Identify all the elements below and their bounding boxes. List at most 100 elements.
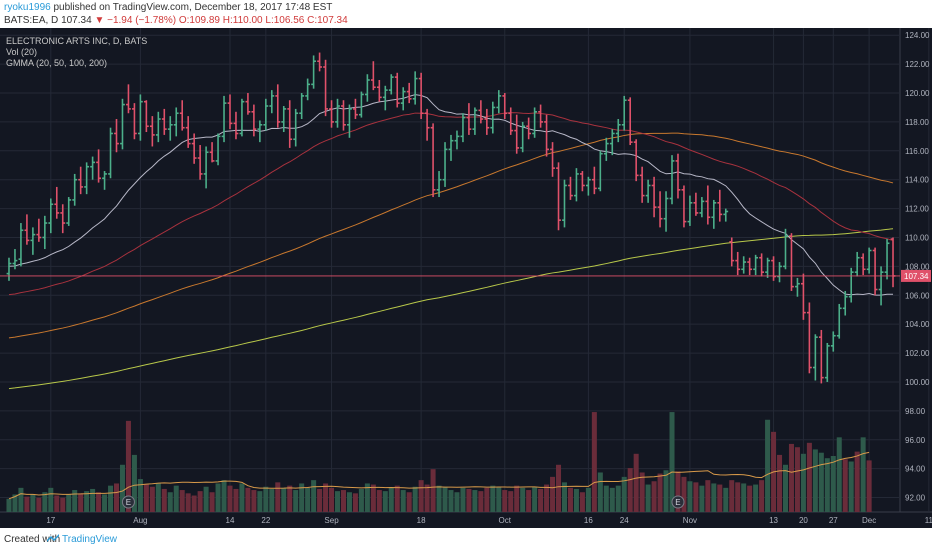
x-tick-label: 22 xyxy=(261,516,270,525)
ohlc-bar xyxy=(317,52,322,72)
price-change: ▼ −1.94 (−1.78%) xyxy=(94,15,177,26)
volume-bar xyxy=(687,481,693,512)
x-tick-label: Oct xyxy=(499,516,512,525)
ohlc-bar xyxy=(132,103,137,140)
volume-bar xyxy=(269,488,275,512)
volume-bar xyxy=(800,453,806,512)
x-tick-label: 16 xyxy=(584,516,593,525)
volume-bar xyxy=(454,492,460,512)
volume-bar xyxy=(346,492,352,512)
ohlc-bar xyxy=(179,100,185,131)
ohlc-bar xyxy=(335,98,340,128)
ohlc-bar xyxy=(741,256,747,274)
ohlc-bar xyxy=(699,197,705,218)
gmma-100-line xyxy=(8,132,894,339)
ohlc-bar xyxy=(621,95,627,131)
volume-bar xyxy=(412,486,418,512)
ohlc-bar xyxy=(388,74,394,95)
ohlc-bar xyxy=(848,267,854,303)
ohlc-bar xyxy=(347,104,352,138)
ohlc-bar xyxy=(687,195,693,226)
tradingview-brand-link[interactable]: TradingView xyxy=(62,534,118,545)
volume-bar xyxy=(299,483,305,512)
volume-bar xyxy=(753,484,759,512)
ohlc-bar xyxy=(430,123,436,198)
volume-bar xyxy=(818,452,824,512)
volume-bar xyxy=(149,486,155,512)
volume-bar xyxy=(579,492,585,512)
volume-bar xyxy=(741,483,747,512)
ohlc-bar xyxy=(771,256,776,281)
ohlc-bar xyxy=(675,153,681,199)
ohlc-bar xyxy=(830,331,836,352)
volume-bars xyxy=(6,412,872,512)
volume-bar xyxy=(352,493,358,512)
ohlc-bar xyxy=(783,228,788,270)
earnings-marker xyxy=(121,495,135,509)
ohlc-bar xyxy=(78,166,84,195)
x-tick-label: 14 xyxy=(226,516,235,525)
ohlc-bar xyxy=(442,142,448,187)
ohlc-bar xyxy=(323,59,328,117)
ohlc-bar xyxy=(173,107,179,137)
ohlc-bar xyxy=(299,93,305,120)
chart-legend: ELECTRONIC ARTS INC, D, BATS Vol (20) GM… xyxy=(6,36,147,69)
x-tick-label: Sep xyxy=(324,516,339,525)
ohlc-bar xyxy=(263,98,269,131)
volume-bar xyxy=(573,488,579,512)
volume-bar xyxy=(603,485,609,512)
legend-volume: Vol (20) xyxy=(6,47,38,57)
ohlc-bar xyxy=(185,116,191,148)
volume-bar xyxy=(24,496,30,512)
ohlc-bar xyxy=(633,139,639,182)
volume-bar xyxy=(627,468,633,512)
volume-bar xyxy=(777,454,783,512)
volume-bar xyxy=(131,454,137,512)
volume-bar xyxy=(167,492,173,512)
price-chart[interactable]: 124.00 122.00 120.00 118.00 116.00 114.00 112.… xyxy=(0,28,932,528)
volume-bar xyxy=(191,495,197,512)
y-tick-label: 122.00 xyxy=(905,60,930,69)
x-tick-label: 27 xyxy=(829,516,838,525)
volume-bar xyxy=(496,486,502,512)
author-link[interactable]: ryoku1996 xyxy=(4,2,51,13)
ohlc-bar xyxy=(6,257,12,281)
y-tick-label: 118.00 xyxy=(905,118,929,127)
volume-bar xyxy=(364,483,370,512)
ohlc-bar xyxy=(412,71,418,105)
ohlc-bar xyxy=(717,189,723,222)
ohlc-bar xyxy=(735,251,741,276)
volume-bar xyxy=(532,486,538,512)
volume-bar xyxy=(836,437,842,512)
volume-bar xyxy=(305,487,311,512)
ohlc-bar xyxy=(795,277,800,297)
y-tick-label: 94.00 xyxy=(905,465,926,474)
ohlc-bar xyxy=(639,166,645,203)
ohlc-bar xyxy=(603,137,609,161)
ohlc-bar xyxy=(693,192,699,216)
volume-bar xyxy=(860,437,866,512)
volume-bar xyxy=(788,443,794,512)
volume-bar xyxy=(854,451,860,512)
volume-bar xyxy=(735,482,741,512)
legend-symbol-name: ELECTRONIC ARTS INC, D, BATS xyxy=(6,36,148,46)
ohlc-bar xyxy=(161,108,167,135)
ohlc-bar xyxy=(251,104,257,137)
y-tick-label: 92.00 xyxy=(905,494,926,503)
ohlc-bar xyxy=(257,120,263,143)
ohlc-bar xyxy=(114,119,119,153)
ohlc-bar xyxy=(287,100,293,148)
volume-bar xyxy=(406,492,412,512)
ohlc-bar xyxy=(454,130,460,150)
gmma-50-line xyxy=(8,112,894,296)
ohlc-bars xyxy=(6,52,896,384)
volume-ma-line xyxy=(8,451,870,500)
ohlc-bar xyxy=(580,171,585,192)
ohlc-bar xyxy=(860,253,866,276)
x-tick-label: 13 xyxy=(769,516,778,525)
volume-bar xyxy=(96,492,102,512)
y-tick-label: 104.00 xyxy=(905,320,930,329)
ohlc-bar xyxy=(609,129,615,156)
ohlc-bar xyxy=(138,94,143,141)
volume-bar xyxy=(812,449,818,512)
